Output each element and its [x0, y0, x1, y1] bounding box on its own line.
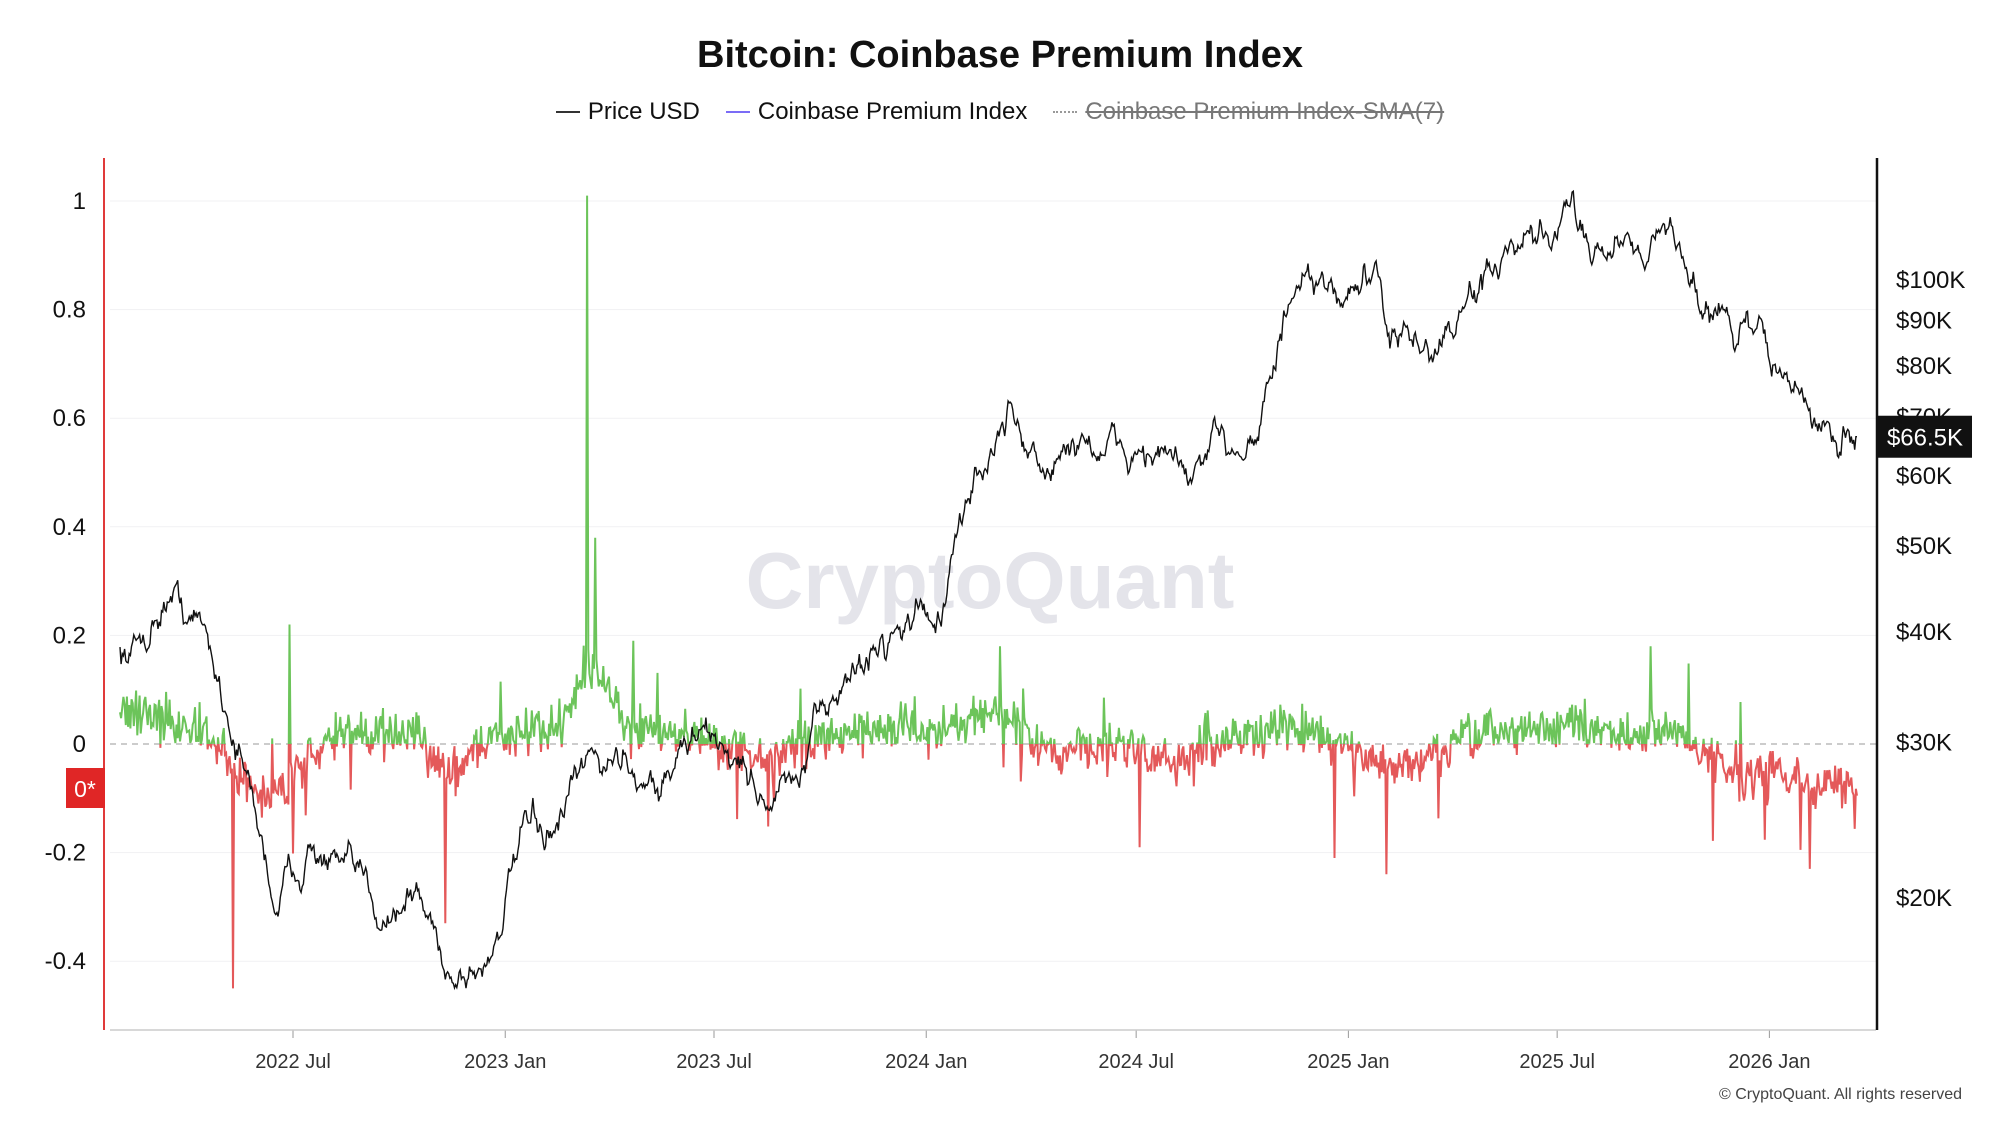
legend-item-price[interactable]: Price USD — [555, 98, 700, 126]
right-tick-label: $60K — [1896, 463, 1952, 490]
left-tick-label: 0 — [73, 731, 86, 758]
right-tick-label: $50K — [1896, 533, 1952, 560]
right-tick-label: $100K — [1896, 267, 1965, 294]
legend-label: Coinbase Premium Index — [757, 98, 1028, 125]
left-tick-label: -0.4 — [45, 948, 86, 975]
x-tick-label: 2025 Jan — [1307, 1051, 1389, 1073]
x-tick-label: 2023 Jan — [464, 1051, 546, 1073]
x-tick-label: 2026 Jan — [1728, 1051, 1810, 1073]
legend-item-premium[interactable]: Coinbase Premium Index — [725, 98, 1028, 126]
left-tick-label: 0.4 — [53, 514, 86, 541]
x-tick-label: 2024 Jan — [885, 1051, 967, 1073]
legend-label: Price USD — [587, 98, 700, 125]
zero-badge-label: 0* — [74, 776, 96, 802]
right-tick-label: $80K — [1896, 353, 1952, 380]
left-tick-label: 0.8 — [53, 297, 86, 324]
left-tick-label: -0.2 — [45, 840, 86, 867]
copyright: © CryptoQuant. All rights reserved — [1719, 1086, 1962, 1103]
left-tick-label: 1 — [73, 188, 86, 215]
current-price-label: $66.5K — [1887, 425, 1963, 452]
right-tick-label: $30K — [1896, 729, 1952, 756]
left-tick-label: 0.2 — [53, 622, 86, 649]
premium-swatch-icon — [725, 111, 750, 113]
zero-badge — [66, 768, 105, 808]
left-tick-label: 0.6 — [53, 405, 86, 432]
right-tick-label: $90K — [1896, 308, 1952, 335]
price-line — [119, 189, 1857, 991]
current-price-badge — [1878, 415, 1972, 458]
x-tick-label: 2025 Jul — [1519, 1051, 1595, 1073]
watermark: CryptoQuant — [746, 536, 1235, 625]
legend: Price USD Coinbase Premium Index Coinbas… — [0, 98, 2000, 126]
premium-line-positive — [119, 195, 1743, 744]
right-tick-label: $20K — [1896, 885, 1952, 912]
price-swatch-icon — [555, 111, 580, 113]
x-tick-label: 2024 Jul — [1098, 1051, 1174, 1073]
chart-title: Bitcoin: Coinbase Premium Index — [697, 34, 1303, 76]
x-tick-label: 2022 Jul — [255, 1051, 331, 1073]
sma-swatch-icon — [1053, 111, 1078, 113]
x-tick-label: 2023 Jul — [676, 1051, 752, 1073]
right-tick-label: $40K — [1896, 619, 1952, 646]
legend-label: Coinbase Premium Index-SMA(7) — [1085, 98, 1445, 125]
legend-item-sma[interactable]: Coinbase Premium Index-SMA(7) — [1053, 98, 1444, 126]
